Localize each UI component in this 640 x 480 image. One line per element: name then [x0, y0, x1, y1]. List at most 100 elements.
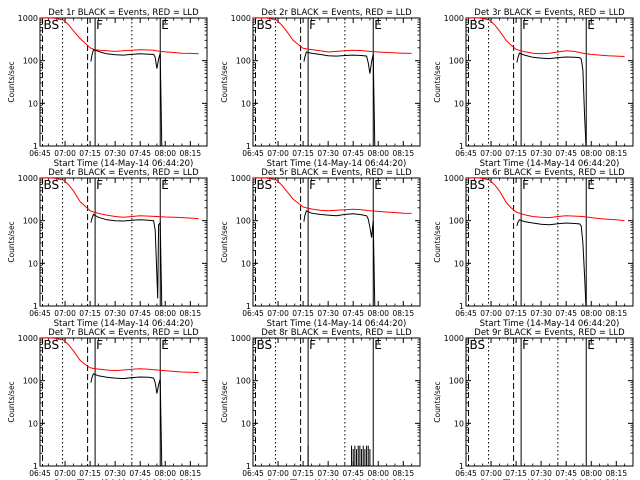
events-series-line: [90, 213, 163, 306]
x-tick-label: 08:15: [392, 469, 414, 478]
y-tick-label: 1: [459, 462, 464, 471]
marker-label: F: [309, 338, 316, 352]
marker-label: BS: [44, 338, 60, 352]
events-series-line: [303, 210, 376, 306]
x-tick-label: 06:45: [455, 469, 477, 478]
x-tick-label: 08:00: [367, 149, 389, 158]
x-tick-label: 06:45: [29, 149, 51, 158]
y-axis-label: Counts/sec: [220, 61, 229, 102]
x-tick-label: 08:15: [392, 309, 414, 318]
y-tick-label: 1: [33, 142, 38, 151]
plot-frame: [252, 17, 421, 147]
marker-label: BS: [257, 338, 273, 352]
x-tick-label: 08:00: [154, 149, 176, 158]
x-tick-label: 07:15: [292, 149, 314, 158]
plot-frame: [39, 17, 208, 147]
panel-title: Det 9r BLACK = Events, RED = LLD: [474, 328, 625, 338]
x-tick-label: 07:00: [480, 149, 502, 158]
y-tick-label: 1: [246, 302, 251, 311]
panel-title: Det 2r BLACK = Events, RED = LLD: [261, 8, 412, 18]
x-tick-label: 08:15: [179, 149, 201, 158]
marker-label: BS: [470, 178, 486, 192]
y-tick-label: 1: [459, 302, 464, 311]
lld-series-line: [40, 338, 199, 373]
y-axis-label: Counts/sec: [7, 381, 16, 422]
x-tick-label: 07:15: [505, 469, 527, 478]
plot-frame: [465, 17, 634, 147]
y-tick-label: 1000: [444, 14, 464, 23]
y-tick-label: 10: [241, 259, 251, 268]
marker-label: F: [96, 18, 103, 32]
y-tick-label: 10: [241, 419, 251, 428]
x-tick-label: 08:00: [580, 469, 602, 478]
marker-label: F: [96, 338, 103, 352]
x-tick-label: 08:15: [179, 309, 201, 318]
x-tick-label: 07:45: [129, 469, 151, 478]
y-tick-label: 100: [449, 377, 464, 386]
marker-label: BS: [257, 178, 273, 192]
x-tick-label: 06:45: [242, 309, 264, 318]
y-tick-label: 10: [454, 419, 464, 428]
marker-label: E: [374, 178, 382, 192]
x-tick-label: 08:00: [154, 469, 176, 478]
x-tick-label: 07:00: [480, 469, 502, 478]
plot-frame: [465, 337, 634, 467]
x-tick-label: 07:00: [267, 149, 289, 158]
marker-label: BS: [470, 18, 486, 32]
x-tick-label: 07:45: [342, 149, 364, 158]
panel-title: Det 6r BLACK = Events, RED = LLD: [474, 168, 625, 178]
x-axis-label: Start Time (14-May-14 06:44:20): [267, 319, 407, 329]
plot-frame: [252, 337, 421, 467]
events-series-line: [90, 373, 163, 466]
y-tick-label: 100: [23, 217, 38, 226]
x-tick-label: 07:30: [317, 309, 339, 318]
y-tick-label: 1000: [444, 334, 464, 343]
y-tick-label: 10: [454, 259, 464, 268]
x-tick-label: 08:15: [392, 149, 414, 158]
marker-label: F: [96, 178, 103, 192]
y-tick-label: 100: [449, 217, 464, 226]
marker-label: E: [161, 338, 169, 352]
y-tick-label: 1: [33, 462, 38, 471]
y-tick-label: 100: [23, 57, 38, 66]
x-tick-label: 07:30: [104, 309, 126, 318]
y-tick-label: 100: [236, 217, 251, 226]
plot-frame: [465, 177, 634, 307]
y-axis-label: Counts/sec: [433, 61, 442, 102]
x-tick-label: 07:30: [530, 309, 552, 318]
x-tick-label: 07:45: [555, 309, 577, 318]
marker-label: BS: [44, 18, 60, 32]
x-tick-label: 07:00: [480, 309, 502, 318]
marker-label: E: [161, 178, 169, 192]
x-tick-label: 07:45: [342, 469, 364, 478]
x-tick-label: 08:00: [154, 309, 176, 318]
x-tick-label: 08:00: [580, 309, 602, 318]
x-tick-label: 07:30: [317, 149, 339, 158]
y-tick-label: 100: [236, 57, 251, 66]
y-axis-label: Counts/sec: [220, 381, 229, 422]
plot-frame: [252, 177, 421, 307]
x-tick-label: 07:30: [530, 149, 552, 158]
x-tick-label: 08:00: [580, 149, 602, 158]
marker-label: E: [374, 338, 382, 352]
events-series-line: [516, 219, 587, 306]
y-tick-label: 100: [236, 377, 251, 386]
y-axis-label: Counts/sec: [433, 381, 442, 422]
y-tick-label: 1000: [444, 174, 464, 183]
y-axis-label: Counts/sec: [220, 221, 229, 262]
x-tick-label: 07:00: [54, 469, 76, 478]
y-tick-label: 1: [246, 142, 251, 151]
x-tick-label: 08:15: [605, 149, 627, 158]
y-tick-label: 1000: [18, 334, 38, 343]
y-tick-label: 1: [33, 302, 38, 311]
y-tick-label: 10: [28, 419, 38, 428]
marker-label: F: [522, 178, 529, 192]
x-tick-label: 07:15: [505, 309, 527, 318]
y-tick-label: 1000: [231, 14, 251, 23]
x-tick-label: 08:15: [605, 469, 627, 478]
